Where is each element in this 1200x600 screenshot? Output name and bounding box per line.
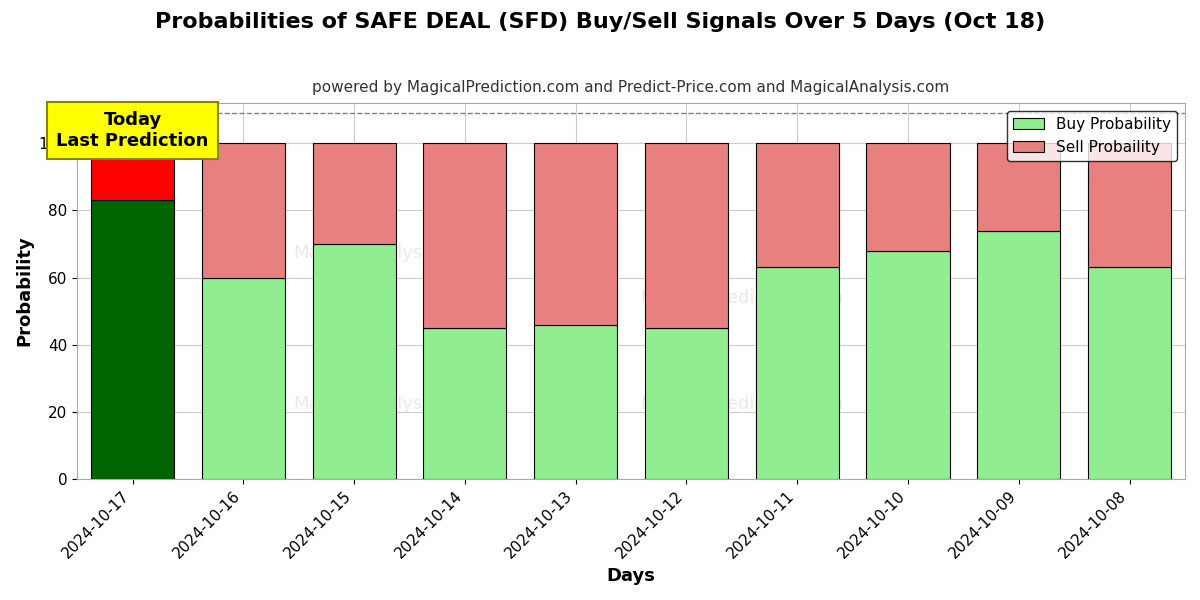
Text: MagicalPrediction.com: MagicalPrediction.com	[641, 289, 844, 307]
Bar	[534, 143, 617, 325]
Bar	[644, 143, 728, 328]
Bar	[424, 143, 506, 328]
Bar	[1088, 143, 1171, 268]
Bar	[424, 328, 506, 479]
Text: MagicalAnalysis.com: MagicalAnalysis.com	[294, 395, 481, 413]
Y-axis label: Probability: Probability	[14, 236, 32, 346]
Text: Probabilities of SAFE DEAL (SFD) Buy/Sell Signals Over 5 Days (Oct 18): Probabilities of SAFE DEAL (SFD) Buy/Sel…	[155, 12, 1045, 32]
Text: MagicalAnalysis.com: MagicalAnalysis.com	[294, 244, 481, 262]
Bar	[866, 143, 949, 251]
Bar	[534, 325, 617, 479]
Bar	[202, 278, 284, 479]
Legend: Buy Probability, Sell Probaility: Buy Probability, Sell Probaility	[1007, 111, 1177, 161]
Title: powered by MagicalPrediction.com and Predict-Price.com and MagicalAnalysis.com: powered by MagicalPrediction.com and Pre…	[312, 80, 949, 95]
Bar	[977, 230, 1061, 479]
Bar	[312, 143, 396, 244]
Text: MagicalPrediction.com: MagicalPrediction.com	[641, 395, 844, 413]
X-axis label: Days: Days	[607, 567, 655, 585]
Bar	[202, 143, 284, 278]
Text: Today
Last Prediction: Today Last Prediction	[56, 112, 209, 150]
Bar	[91, 143, 174, 200]
Bar	[312, 244, 396, 479]
Bar	[644, 328, 728, 479]
Bar	[91, 200, 174, 479]
Bar	[866, 251, 949, 479]
Bar	[977, 143, 1061, 230]
Bar	[756, 268, 839, 479]
Bar	[1088, 268, 1171, 479]
Bar	[756, 143, 839, 268]
